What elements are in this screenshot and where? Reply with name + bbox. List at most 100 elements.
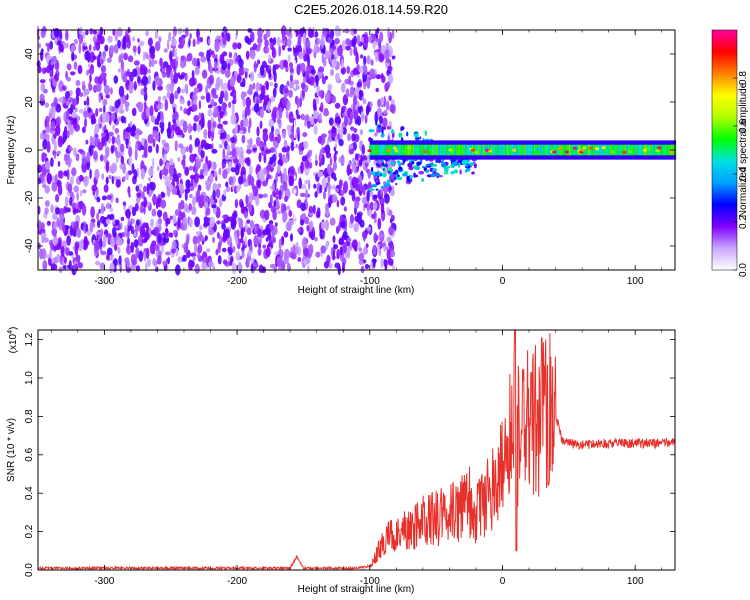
- spectrogram-cell: [262, 244, 267, 249]
- spectrogram-cell: [236, 229, 240, 239]
- spectrogram-cell: [154, 244, 160, 252]
- spectrogram-cell: [337, 133, 341, 141]
- spectrogram-cell: [135, 185, 140, 192]
- spectrogram-cell: [331, 45, 337, 51]
- spectrogram-cell: [296, 199, 302, 209]
- spectrogram-cell: [81, 126, 86, 134]
- spectrogram-cell: [450, 171, 455, 175]
- spectrogram-cell: [249, 49, 256, 60]
- spectrogram-cell: [174, 140, 178, 152]
- spectrogram-cell: [294, 189, 296, 194]
- spectrogram-cell: [162, 211, 168, 222]
- spectrogram-cell: [340, 221, 346, 229]
- spectrogram-cell: [115, 179, 121, 188]
- spectrogram-cell: [564, 150, 570, 154]
- spectrogram-cell: [356, 81, 362, 88]
- spectrogram-cell: [274, 251, 279, 256]
- spectrogram-cell: [406, 175, 410, 182]
- spectrogram-cell: [407, 162, 413, 168]
- spectrogram-cell: [407, 146, 413, 150]
- spectrogram-cell: [236, 73, 242, 84]
- spectrogram-cell: [607, 144, 610, 156]
- spectrogram-cell: [361, 144, 365, 155]
- spectrogram-cell: [214, 54, 218, 59]
- spectrogram-cell: [313, 110, 319, 119]
- spectrogram-cell: [196, 253, 201, 259]
- spectrogram-cell: [74, 107, 78, 113]
- spectrogram-cell: [349, 86, 355, 95]
- spectrogram-cell: [357, 106, 362, 114]
- spectrogram-cell: [69, 196, 73, 206]
- spectrogram-cell: [105, 218, 111, 225]
- spectrogram-cell: [76, 254, 81, 263]
- spectrogram-cell: [101, 195, 107, 201]
- spectrogram-cell: [264, 209, 270, 221]
- spectrogram-cell: [223, 189, 227, 197]
- spectrogram-cell: [532, 144, 535, 156]
- spectrogram-cell: [166, 217, 171, 225]
- spectrogram-cell: [68, 260, 72, 271]
- spectrogram-cell: [84, 88, 90, 96]
- spectrogram-cell: [216, 183, 221, 189]
- spectrogram-cell: [586, 144, 589, 156]
- spectrogram-cell: [267, 101, 271, 113]
- spectrogram-cell: [126, 93, 129, 101]
- spectrogram-cell: [474, 144, 478, 156]
- spectrogram-cell: [317, 171, 324, 178]
- spectrogram-cell: [419, 144, 422, 156]
- spectrogram-cell: [376, 129, 382, 133]
- spectrogram-cell: [128, 146, 133, 158]
- spectrogram-cell: [324, 92, 331, 104]
- spectrogram-cell: [88, 67, 95, 75]
- spectrogram-cell: [62, 42, 68, 49]
- spectrogram-cell: [155, 143, 159, 154]
- spectrogram-cell: [207, 160, 212, 169]
- spectrogram-cell: [287, 54, 291, 63]
- spectrogram-cell: [321, 177, 327, 189]
- spectrogram-cell: [323, 109, 330, 117]
- spectrogram-cell: [335, 187, 339, 193]
- spectrogram-cell: [124, 101, 130, 107]
- spectrogram-cell: [262, 229, 268, 236]
- spectrogram-cell: [627, 144, 630, 156]
- spectrogram-cell: [212, 236, 215, 243]
- spectrogram-cell: [618, 144, 621, 156]
- spectrogram-cell: [183, 203, 189, 213]
- spectrogram-cell: [248, 174, 252, 187]
- spectrogram-cell: [197, 36, 202, 42]
- spectrogram-cell: [173, 72, 179, 84]
- spectrogram-cell: [512, 148, 518, 152]
- spectrogram-cell: [188, 217, 193, 228]
- spectrogram-cell: [255, 136, 261, 147]
- spectrogram-cell: [294, 175, 296, 180]
- spectrogram-cell: [392, 265, 395, 270]
- spectrogram-cell: [221, 60, 228, 71]
- spectrogram-cell: [377, 144, 380, 156]
- spectrogram-cell: [471, 171, 475, 175]
- spectrogram-cell: [245, 96, 251, 108]
- spectrogram-cell: [320, 133, 327, 139]
- spectrogram-cell: [301, 155, 308, 162]
- spectrogram-cell: [268, 220, 274, 225]
- spectrogram-cell: [329, 29, 335, 39]
- spectrogram-cell: [441, 162, 447, 168]
- spectrogram-cell: [83, 100, 87, 106]
- spectrogram-cell: [401, 144, 404, 156]
- y-tick-label: 40: [24, 48, 35, 60]
- spectrogram-cell: [178, 202, 182, 213]
- spectrogram-cell: [392, 146, 398, 150]
- spectrogram-cell: [110, 236, 115, 248]
- spectrogram-cell: [558, 146, 564, 150]
- spectrogram-cell: [106, 254, 110, 261]
- spectrogram-cell: [350, 111, 355, 119]
- spectrogram-cell: [268, 53, 271, 63]
- spectrogram-cell: [256, 59, 261, 65]
- spectrogram-cell: [170, 215, 173, 220]
- spectrogram-cell: [624, 144, 627, 156]
- spectrogram-cell: [403, 144, 406, 156]
- spectrogram-cell: [249, 137, 253, 149]
- spectrogram-cell: [369, 190, 374, 197]
- spectrogram-cell: [286, 205, 291, 211]
- spectrogram-cell: [366, 190, 370, 203]
- spectrogram-cell: [582, 146, 588, 150]
